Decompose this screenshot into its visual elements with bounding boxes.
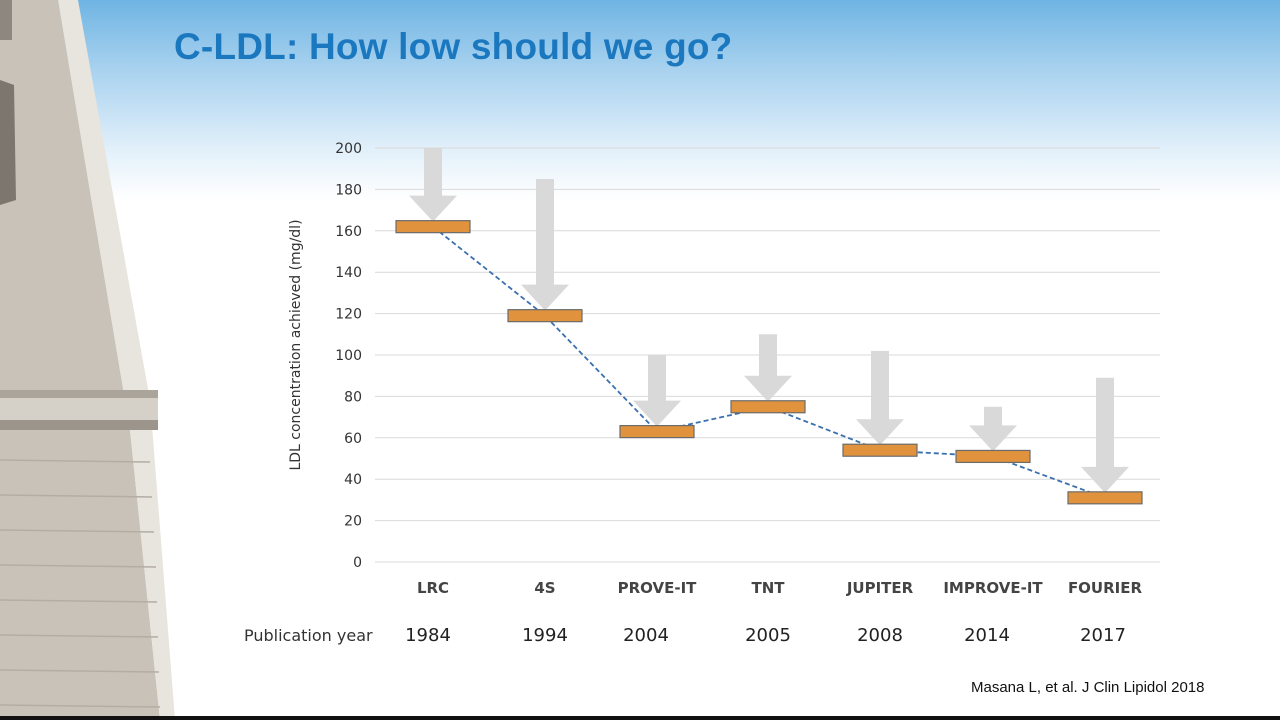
ldl-bar — [1067, 491, 1143, 505]
ldl-bar — [507, 309, 583, 323]
y-tick-label: 20 — [344, 514, 362, 530]
reduction-arrows — [409, 148, 1129, 493]
publication-year: 1984 — [405, 625, 451, 646]
y-tick-labels: 0 20 40 60 80 100 120 140 160 180 200 — [335, 141, 362, 571]
y-tick-label: 200 — [335, 141, 362, 157]
publication-year: 2014 — [964, 625, 1010, 646]
grid-lines — [375, 147, 1160, 563]
y-tick-label: 60 — [344, 431, 362, 447]
reduction-arrow — [409, 148, 457, 222]
ldl-bar — [842, 443, 918, 457]
category-label: TNT — [751, 579, 785, 597]
sky-background — [0, 0, 1280, 200]
publication-year: 1994 — [522, 625, 568, 646]
category-label: PROVE-IT — [618, 579, 698, 597]
reduction-arrow — [633, 355, 681, 427]
publication-year: 2008 — [857, 625, 903, 646]
y-tick-label: 0 — [353, 555, 362, 571]
ldl-bar — [395, 220, 471, 234]
ldl-bar — [955, 449, 1031, 464]
reduction-arrow — [744, 334, 792, 402]
category-label: LRC — [417, 579, 449, 597]
publication-year-label: Publication year — [244, 626, 373, 645]
category-labels: LRC 4S PROVE-IT TNT JUPITER IMPROVE-IT FOURIER — [417, 579, 1143, 597]
category-label: 4S — [534, 579, 555, 597]
publication-year: 2004 — [623, 625, 669, 646]
category-label: FOURIER — [1068, 579, 1143, 597]
category-label: JUPITER — [846, 579, 914, 597]
reduction-arrow — [1081, 377, 1129, 493]
y-tick-label: 80 — [344, 389, 362, 405]
publication-year: 2017 — [1080, 625, 1126, 646]
y-axis-label: LDL concentration achieved (mg/dl) — [288, 219, 304, 470]
y-tick-label: 140 — [335, 265, 362, 281]
publication-years: 1984 1994 2004 2005 2008 2014 2017 — [405, 625, 1126, 646]
y-tick-label: 180 — [335, 182, 362, 198]
reduction-arrow — [856, 350, 904, 446]
reduction-arrow — [969, 406, 1017, 452]
bottom-bar — [0, 716, 1280, 720]
y-tick-label: 100 — [335, 348, 362, 364]
slide-title: C-LDL: How low should we go? — [174, 26, 733, 67]
y-tick-label: 40 — [344, 472, 362, 488]
citation: Masana L, et al. J Clin Lipidol 2018 — [971, 679, 1205, 696]
ldl-bar — [730, 400, 806, 414]
publication-year: 2005 — [745, 625, 791, 646]
achieved-ldl-bars — [395, 220, 1143, 505]
category-label: IMPROVE-IT — [943, 579, 1043, 597]
reduction-arrow — [521, 179, 569, 311]
ldl-bar — [619, 424, 695, 439]
y-tick-label: 160 — [335, 224, 362, 240]
y-tick-label: 120 — [335, 307, 362, 323]
